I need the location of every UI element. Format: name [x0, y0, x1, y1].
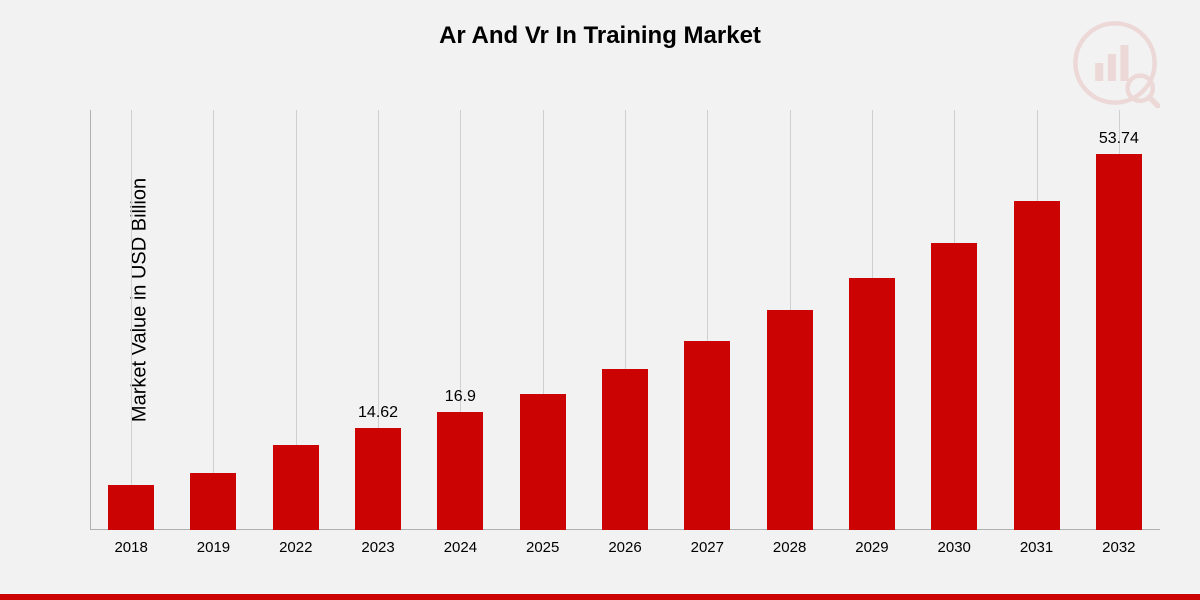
x-tick-label: 2029 — [832, 539, 912, 556]
bar — [437, 412, 483, 530]
bar — [355, 428, 401, 530]
x-tick-label: 2026 — [585, 539, 665, 556]
x-tick-label: 2032 — [1079, 539, 1159, 556]
bar — [931, 243, 977, 530]
x-tick-label: 2030 — [914, 539, 994, 556]
x-tick-label: 2027 — [667, 539, 747, 556]
x-tick-label: 2019 — [173, 539, 253, 556]
bar-value-label: 14.62 — [338, 404, 418, 422]
grid-line — [213, 110, 214, 530]
bar — [684, 341, 730, 530]
x-tick-label: 2025 — [503, 539, 583, 556]
x-tick-label: 2022 — [256, 539, 336, 556]
bar — [767, 310, 813, 531]
x-tick-label: 2018 — [91, 539, 171, 556]
bar-value-label: 53.74 — [1079, 130, 1159, 148]
x-tick-label: 2023 — [338, 539, 418, 556]
plot-area: 20182019202214.62202316.9202420252026202… — [90, 110, 1160, 530]
grid-line — [131, 110, 132, 530]
bar — [190, 473, 236, 530]
y-axis-line — [90, 110, 91, 530]
bar — [602, 369, 648, 530]
bar — [1096, 154, 1142, 530]
bar — [849, 278, 895, 530]
bar — [520, 394, 566, 531]
footer-bar — [0, 594, 1200, 600]
x-tick-label: 2024 — [420, 539, 500, 556]
bar — [1014, 201, 1060, 530]
bar — [273, 445, 319, 530]
watermark-icon — [1070, 18, 1160, 108]
chart-title: Ar And Vr In Training Market — [0, 22, 1200, 50]
bar — [108, 485, 154, 531]
x-tick-label: 2031 — [997, 539, 1077, 556]
bar-value-label: 16.9 — [420, 388, 500, 406]
x-tick-label: 2028 — [750, 539, 830, 556]
